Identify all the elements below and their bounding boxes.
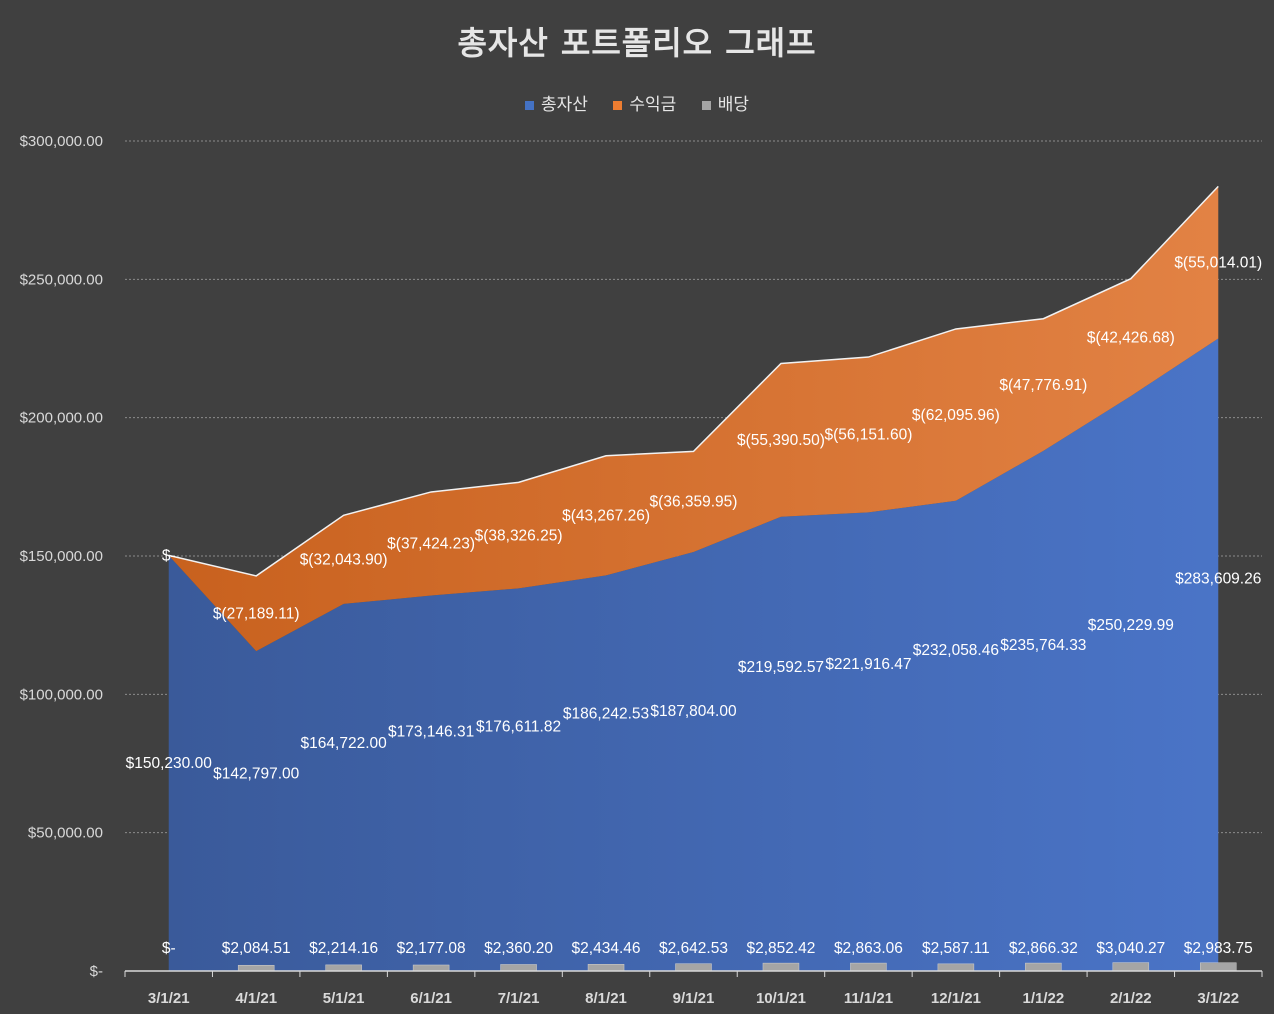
- x-tick-label: 7/1/21: [498, 990, 540, 1007]
- dividend-bar: [1200, 962, 1237, 972]
- dividend-bar: [325, 964, 362, 972]
- y-tick-label: $150,000.00: [20, 548, 103, 565]
- x-tick-label: 11/1/21: [844, 990, 893, 1007]
- data-label-total: $250,229.99: [1088, 617, 1174, 634]
- data-label-total: $164,722.00: [301, 735, 388, 752]
- data-label-total: $283,609.26: [1175, 571, 1261, 588]
- dividend-bar: [500, 964, 537, 972]
- y-tick-label: $200,000.00: [20, 410, 103, 427]
- dividend-bar: [412, 964, 450, 972]
- x-tick-label: 2/1/22: [1110, 990, 1152, 1007]
- data-label-profit: $(37,424.23): [387, 536, 475, 553]
- data-label-total: $221,916.47: [825, 656, 911, 673]
- data-label-total: $232,058.46: [913, 642, 999, 659]
- x-tick-label: 10/1/21: [756, 990, 806, 1007]
- data-label-profit: $(55,390.50): [737, 432, 825, 449]
- legend-item-profit[interactable]: 수익금: [613, 90, 676, 115]
- data-label-total: $142,797.00: [213, 765, 300, 782]
- data-label-profit: $(47,776.91): [999, 377, 1087, 394]
- data-label-dividend: $2,983.75: [1184, 940, 1253, 957]
- data-label-profit: $(55,014.01): [1174, 254, 1262, 271]
- series-area-profit: [168, 186, 1219, 652]
- legend-swatch-dividend: [701, 100, 711, 110]
- data-label-total: $235,764.33: [1000, 637, 1086, 654]
- legend-swatch-total: [525, 100, 535, 110]
- data-label-profit: $(43,267.26): [562, 508, 650, 525]
- dividend-bar: [237, 964, 275, 972]
- data-label-total: $176,611.82: [476, 719, 561, 736]
- data-label-dividend: $2,214.16: [309, 940, 378, 957]
- data-label-dividend: $2,866.32: [1009, 940, 1078, 957]
- x-tick-label: 3/1/22: [1197, 990, 1239, 1007]
- x-tick-label: 4/1/21: [235, 990, 277, 1007]
- data-label-profit: $(32,043.90): [300, 552, 388, 569]
- dividend-bar: [1112, 962, 1150, 972]
- y-tick-label: $50,000.00: [28, 825, 103, 842]
- data-label-dividend: $2,587.11: [922, 940, 990, 957]
- x-tick-label: 8/1/21: [585, 990, 627, 1007]
- x-tick-label: 12/1/21: [931, 990, 981, 1007]
- data-label-dividend: $3,040.27: [1096, 940, 1165, 957]
- data-label-dividend: $2,434.46: [572, 940, 641, 957]
- legend-label-total: 총자산: [541, 95, 588, 115]
- data-label-profit: $(56,151.60): [824, 427, 912, 444]
- data-label-profit: $-: [162, 547, 176, 564]
- data-label-dividend: $2,852.42: [746, 940, 815, 957]
- y-tick-label: $100,000.00: [20, 686, 103, 703]
- legend-label-dividend: 배당: [717, 95, 749, 115]
- y-tick-label: $-: [90, 963, 103, 980]
- data-label-dividend: $2,177.08: [397, 940, 466, 957]
- data-label-total: $219,592.57: [738, 659, 824, 676]
- x-tick-label: 5/1/21: [323, 990, 365, 1007]
- data-label-profit: $(42,426.68): [1087, 329, 1175, 346]
- legend-item-total[interactable]: 총자산: [525, 90, 588, 115]
- x-tick-label: 6/1/21: [410, 990, 452, 1007]
- data-label-profit: $(38,326.25): [475, 527, 563, 544]
- x-tick-label: 3/1/21: [148, 990, 190, 1007]
- y-tick-label: $300,000.00: [20, 133, 103, 150]
- y-tick-label: $250,000.00: [20, 271, 103, 288]
- dividend-bar: [587, 964, 625, 972]
- data-label-total: $186,242.53: [563, 705, 649, 722]
- legend: 총자산 수익금 배당: [0, 90, 1274, 115]
- data-label-profit: $(36,359.95): [650, 494, 738, 511]
- legend-label-profit: 수익금: [629, 95, 677, 115]
- data-label-total: $187,804.00: [650, 703, 737, 720]
- dividend-bar: [762, 962, 800, 972]
- dividend-bar: [937, 963, 975, 972]
- dividend-bar: [675, 963, 712, 972]
- series-line-total: [168, 185, 1219, 577]
- data-label-total: $173,146.31: [388, 723, 474, 740]
- legend-item-dividend[interactable]: 배당: [701, 90, 749, 115]
- data-label-total: $150,230.00: [126, 755, 213, 772]
- data-label-dividend: $-: [162, 940, 176, 957]
- dividend-bar: [850, 962, 887, 972]
- x-tick-label: 1/1/22: [1022, 990, 1064, 1007]
- chart-title: 총자산 포트폴리오 그래프: [457, 24, 817, 62]
- legend-swatch-profit: [613, 100, 623, 110]
- data-label-profit: $(62,095.96): [912, 407, 1000, 424]
- dividend-bar: [1025, 962, 1062, 972]
- data-label-profit: $(27,189.11): [213, 606, 300, 623]
- data-label-dividend: $2,084.51: [222, 940, 291, 957]
- x-tick-label: 9/1/21: [673, 990, 715, 1007]
- series-area-total: [168, 338, 1219, 972]
- data-label-dividend: $2,863.06: [834, 940, 903, 957]
- data-label-dividend: $2,360.20: [484, 940, 553, 957]
- data-label-dividend: $2,642.53: [659, 940, 728, 957]
